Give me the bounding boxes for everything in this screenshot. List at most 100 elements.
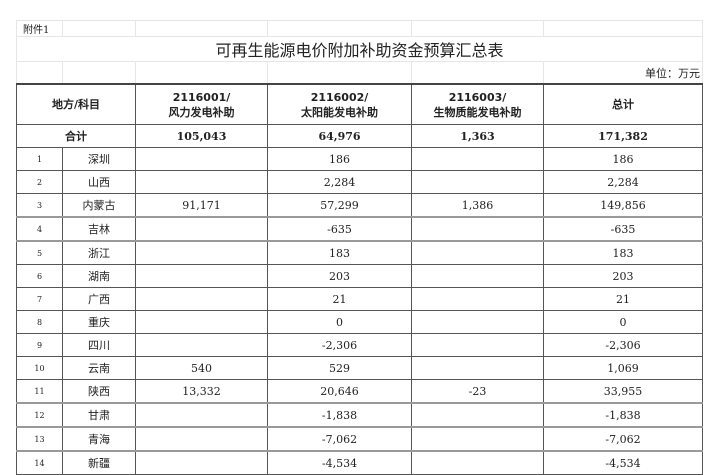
cell-bio — [411, 287, 544, 311]
cell-region: 四川 — [62, 333, 136, 357]
cell-solar: 529 — [267, 356, 412, 380]
cell-no: 5 — [16, 240, 63, 265]
cell-total: 203 — [543, 264, 703, 288]
cell-bio — [411, 170, 544, 194]
cell-solar: -1,838 — [267, 402, 412, 428]
cell-total: 149,856 — [543, 193, 703, 218]
cell-bio — [411, 333, 544, 357]
cell-total: 21 — [543, 287, 703, 311]
table-row: 10 云南 540 529 1,069 — [16, 356, 703, 380]
total-wind: 105,043 — [135, 124, 268, 148]
cell-solar: -7,062 — [267, 426, 412, 452]
table-row: 9 四川 -2,306 -2,306 — [16, 333, 703, 357]
cell-total: -635 — [543, 216, 703, 242]
cell-solar: 186 — [267, 147, 412, 171]
total-row: 合计 105,043 64,976 1,363 171,382 — [16, 124, 703, 148]
unit-label: 单位：万元 — [543, 61, 703, 85]
cell-wind: 13,332 — [135, 379, 268, 404]
table-row: 6 湖南 203 203 — [16, 264, 703, 288]
cell-no: 12 — [16, 402, 63, 428]
header-total: 总计 — [543, 83, 703, 125]
cell-no: 6 — [16, 264, 63, 288]
cell-no: 8 — [16, 310, 63, 334]
cell-region: 甘肃 — [62, 402, 136, 428]
cell-total: 186 — [543, 147, 703, 171]
cell-region: 深圳 — [62, 147, 136, 171]
cell-wind — [135, 333, 268, 357]
cell-wind: 540 — [135, 356, 268, 380]
table-row: 13 青海 -7,062 -7,062 — [16, 426, 703, 452]
cell-bio — [411, 426, 544, 452]
cell-solar: 57,299 — [267, 193, 412, 218]
cell-region: 山西 — [62, 170, 136, 194]
cell-solar: 0 — [267, 310, 412, 334]
cell-bio — [411, 310, 544, 334]
cell-no: 3 — [16, 193, 63, 218]
cell-region: 云南 — [62, 356, 136, 380]
attachment-label: 附件1 — [16, 20, 63, 37]
cell-wind — [135, 216, 268, 242]
cell-total: -2,306 — [543, 333, 703, 357]
cell-solar: -2,306 — [267, 333, 412, 357]
table-row: 11 陕西 13,332 20,646 -23 33,955 — [16, 379, 703, 404]
cell-region: 重庆 — [62, 310, 136, 334]
cell-solar: 2,284 — [267, 170, 412, 194]
total-solar: 64,976 — [267, 124, 412, 148]
table-row: 4 吉林 -635 -635 — [16, 216, 703, 242]
cell-total: 1,069 — [543, 356, 703, 380]
cell-no: 10 — [16, 356, 63, 380]
cell-total: 33,955 — [543, 379, 703, 404]
cell-bio: -23 — [411, 379, 544, 404]
cell-solar: 203 — [267, 264, 412, 288]
budget-summary-table: 附件1 可再生能源电价附加补助资金预算汇总表 单位：万元 地方/科目 21160… — [16, 20, 703, 475]
cell-region: 广西 — [62, 287, 136, 311]
cell-wind — [135, 240, 268, 265]
cell-wind — [135, 310, 268, 334]
cell-no: 13 — [16, 426, 63, 452]
cell-wind — [135, 170, 268, 194]
table-row: 2 山西 2,284 2,284 — [16, 170, 703, 194]
header-region: 地方/科目 — [16, 83, 136, 125]
cell-region: 浙江 — [62, 240, 136, 265]
cell-bio — [411, 216, 544, 242]
cell-no: 11 — [16, 379, 63, 404]
cell-bio — [411, 240, 544, 265]
cell-wind — [135, 402, 268, 428]
cell-bio: 1,386 — [411, 193, 544, 218]
cell-region: 内蒙古 — [62, 193, 136, 218]
table-row: 5 浙江 183 183 — [16, 240, 703, 265]
cell-bio — [411, 264, 544, 288]
total-label: 合计 — [16, 124, 136, 148]
table-row: 3 内蒙古 91,171 57,299 1,386 149,856 — [16, 193, 703, 218]
header-solar: 2116002/太阳能发电补助 — [267, 83, 412, 125]
cell-wind — [135, 287, 268, 311]
cell-bio — [411, 356, 544, 380]
cell-no: 2 — [16, 170, 63, 194]
total-total: 171,382 — [543, 124, 703, 148]
cell-region: 青海 — [62, 426, 136, 452]
cell-solar: 21 — [267, 287, 412, 311]
total-bio: 1,363 — [411, 124, 544, 148]
cell-no: 4 — [16, 216, 63, 242]
header-bio: 2116003/生物质能发电补助 — [411, 83, 544, 125]
cell-wind — [135, 264, 268, 288]
header-wind: 2116001/风力发电补助 — [135, 83, 268, 125]
cell-no: 7 — [16, 287, 63, 311]
cell-solar: 183 — [267, 240, 412, 265]
cell-total: -1,838 — [543, 402, 703, 428]
cell-region: 湖南 — [62, 264, 136, 288]
table-row: 12 甘肃 -1,838 -1,838 — [16, 402, 703, 428]
cell-region: 吉林 — [62, 216, 136, 242]
cell-bio — [411, 147, 544, 171]
table-row: 8 重庆 0 0 — [16, 310, 703, 334]
cell-no: 9 — [16, 333, 63, 357]
cell-region: 陕西 — [62, 379, 136, 404]
cell-bio — [411, 402, 544, 428]
cell-wind: 91,171 — [135, 193, 268, 218]
cell-total: 2,284 — [543, 170, 703, 194]
cell-solar: 20,646 — [267, 379, 412, 404]
table-title: 可再生能源电价附加补助资金预算汇总表 — [16, 36, 703, 62]
cell-wind — [135, 426, 268, 452]
table-row: 7 广西 21 21 — [16, 287, 703, 311]
table-row: 1 深圳 186 186 — [16, 147, 703, 171]
